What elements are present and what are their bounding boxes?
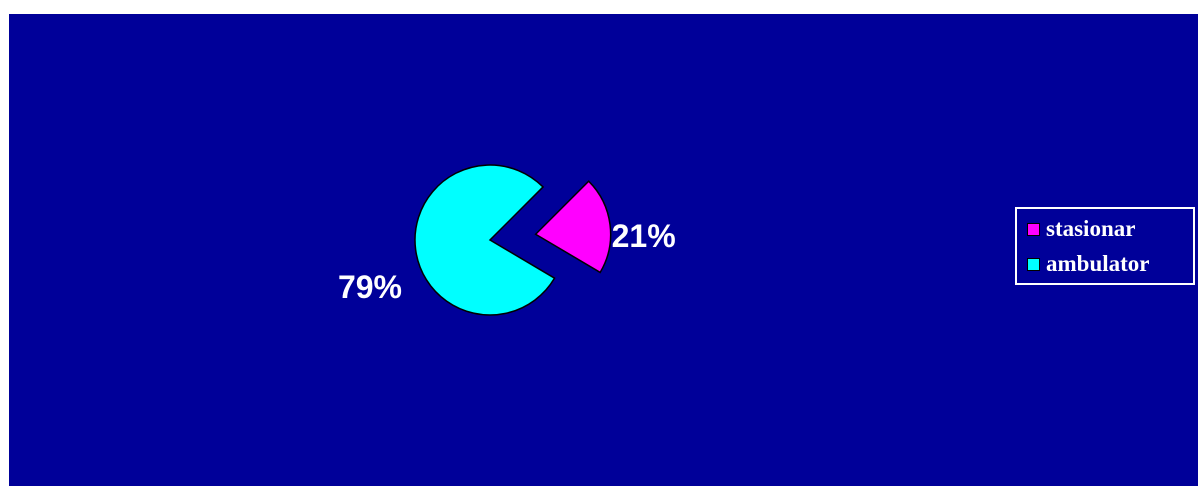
legend-item-ambulator: ambulator [1027,249,1150,279]
legend-item-stasionar: stasionar [1027,214,1135,244]
chart-area: 21% 79% stasionar ambulator [9,14,1198,486]
pie-chart: 21% 79% [338,164,676,316]
legend-label-ambulator: ambulator [1046,251,1150,276]
legend-swatch-stasionar [1027,222,1040,236]
pie-label-stasionar: 21% [612,218,676,254]
legend-swatch-ambulator [1027,257,1040,271]
legend: stasionar ambulator [1015,207,1195,285]
pie-label-ambulator: 79% [338,269,402,305]
pie-slice-ambulator [414,164,556,316]
legend-label-stasionar: stasionar [1046,216,1136,241]
pie-slice-stasionar [534,180,612,274]
